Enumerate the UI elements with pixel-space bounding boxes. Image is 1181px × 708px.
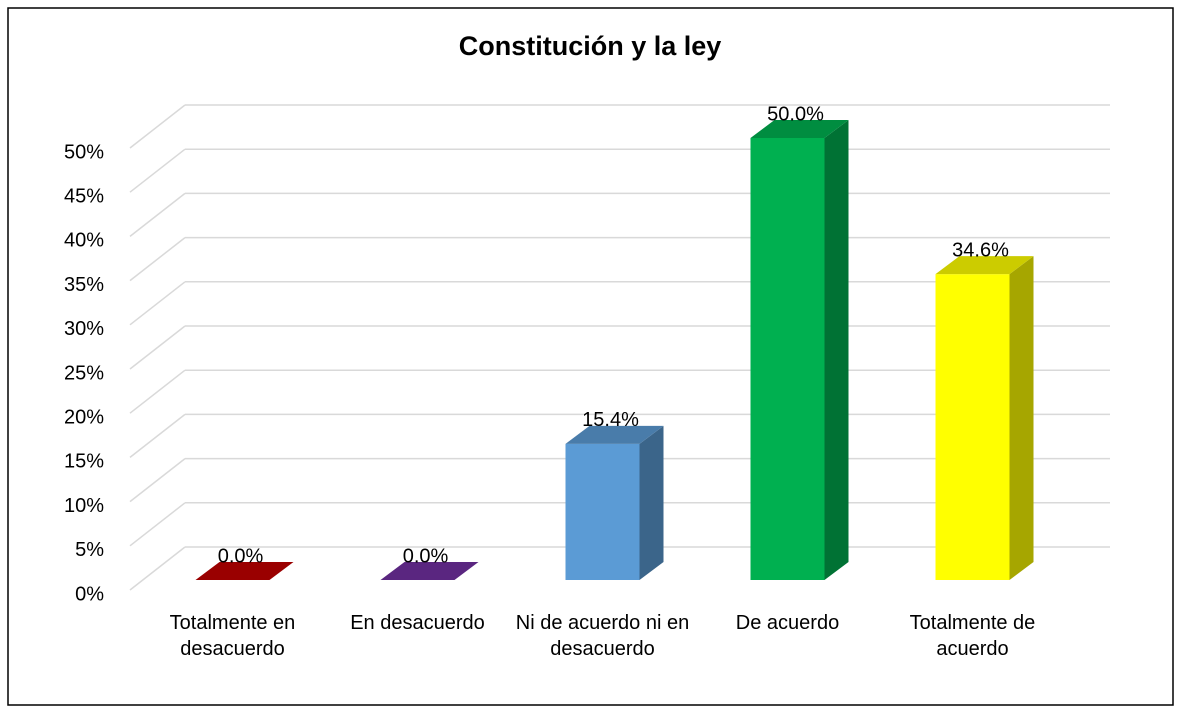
chart-title: Constitución y la ley [459,31,722,61]
y-tick-label: 25% [64,362,104,384]
grid-side [129,369,186,414]
bar-top [195,562,294,580]
x-tick-label: De acuerdo [735,612,840,634]
x-tick-label: En desacuerdo [350,612,485,634]
value-label: 0.0% [403,545,449,567]
x-tick-label: Ni de acuerdo ni en desacuerdo [515,612,690,660]
grid-side [129,148,186,193]
grid-side [129,281,186,326]
y-tick-label: 15% [64,451,104,473]
grid-side [129,413,186,458]
grid-side [129,458,186,503]
bar-side [824,120,849,580]
bar-top [380,562,479,580]
grid-side [129,546,186,591]
y-tick-label: 0% [75,583,104,605]
bar [565,425,664,580]
grid-side [129,104,186,149]
value-label: 34.6% [952,239,1009,261]
bar-side [639,425,664,580]
y-tick-label: 50% [64,141,104,163]
bar-front [750,138,825,580]
bar [195,562,294,580]
bar-top [935,256,1034,275]
bar-top [565,425,664,444]
value-label: 0.0% [218,545,264,567]
grid-side [129,325,186,370]
y-tick-label: 45% [64,185,104,207]
bar-front [935,274,1010,580]
grid-side [129,502,186,547]
grid-side [129,237,186,282]
y-tick-label: 10% [64,495,104,517]
bar [750,120,849,580]
y-tick-label: 5% [75,539,104,561]
grid-side [129,192,186,237]
bar [935,256,1034,580]
bar-front [565,443,640,580]
y-tick-label: 20% [64,406,104,428]
bar [380,562,479,580]
x-tick-label: Totalmente en desacuerdo [169,612,296,660]
bar-top [750,120,849,138]
value-label: 15.4% [582,409,639,431]
x-tick-label: Totalmente de acuerdo [909,612,1036,660]
y-tick-label: 35% [64,274,104,296]
bar-side [1009,256,1034,580]
y-tick-label: 30% [64,318,104,340]
y-tick-label: 40% [64,230,104,252]
value-label: 50.0% [767,103,824,125]
